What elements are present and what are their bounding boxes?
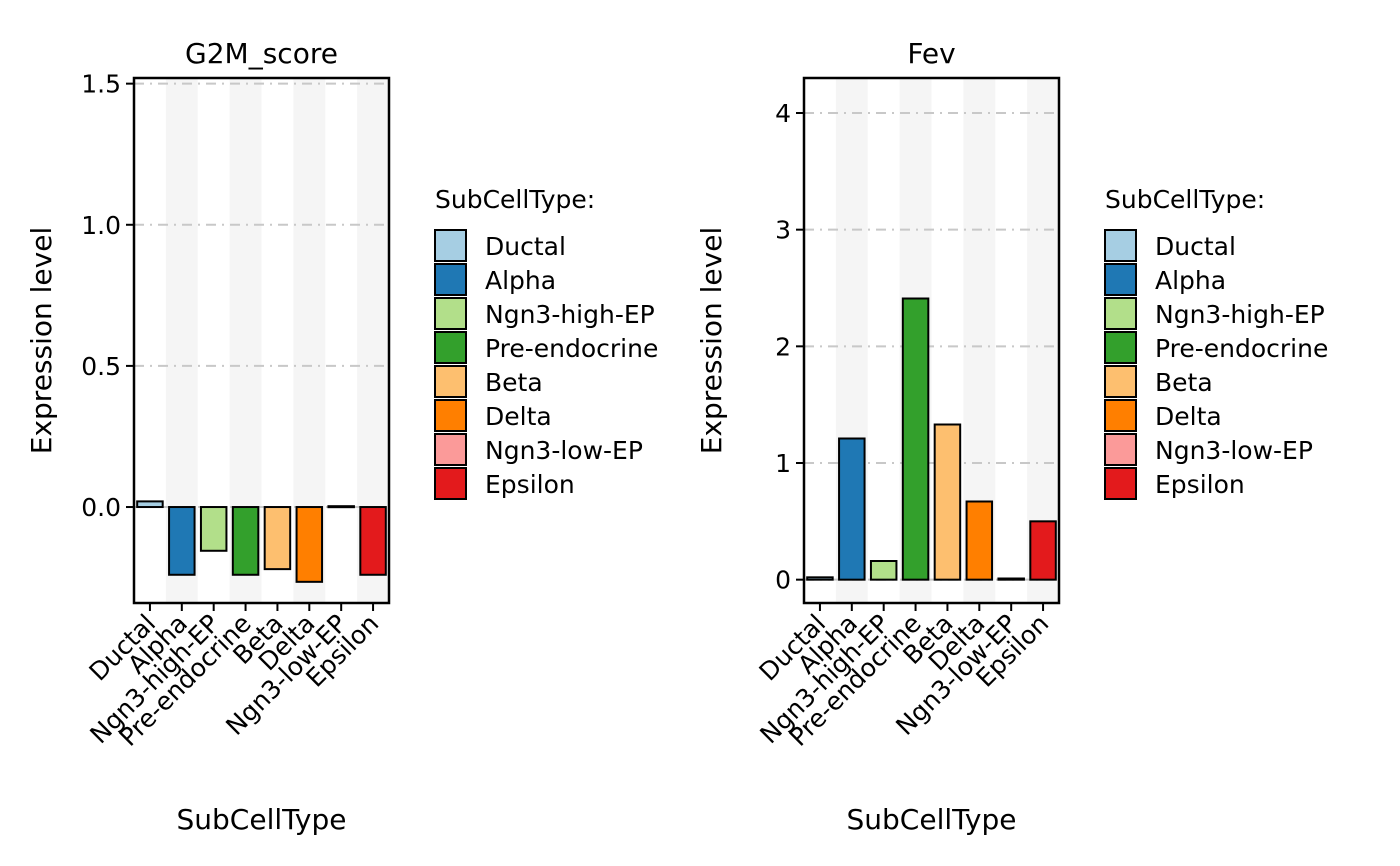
bar-ductal [136,500,164,509]
bar-ngn3-low-ep [997,577,1025,581]
y-tick-label: 2 [775,332,791,361]
legend: SubCellType: Ductal Alpha Ngn3-high-EP Pre-e… [434,185,658,500]
legend-label: Ngn3-high-EP [1155,300,1325,329]
legend-swatch [1104,297,1137,330]
legend-title: SubCellType: [1105,185,1265,214]
legend-swatch [434,331,467,364]
legend-swatch [434,467,467,500]
legend-swatch [434,229,467,262]
bar-alpha [168,506,196,576]
legend-swatch [1104,467,1137,500]
legend-swatch [1104,229,1137,262]
legend-swatch [434,297,467,330]
bar-pre-endocrine [901,297,930,581]
legend-swatch [1104,263,1137,296]
legend-label: Ductal [485,232,566,261]
legend-label: Alpha [1155,266,1226,295]
legend-swatch [434,433,467,466]
legend-swatch [1104,399,1137,432]
chart-panel-2: 0 1 2 3 4 Ductal Alpha Ngn3-high-EP Pre-endocrin… [695,37,1328,836]
legend-label: Pre-endocrine [485,334,658,363]
y-tick-label: 0.5 [81,352,121,381]
legend-label: Beta [1155,368,1213,397]
legend-label: Pre-endocrine [1155,334,1328,363]
y-tick-label: 1.5 [81,70,121,99]
bar-ngn3-high-ep [199,506,228,552]
y-tick-label: 1.0 [81,211,121,240]
y-tick-label: 4 [775,99,791,128]
background-stripe [1027,78,1059,603]
legend-label: Epsilon [485,470,575,499]
legend-swatch [1104,365,1137,398]
legend-label: Delta [1155,402,1222,431]
bar-epsilon [359,506,387,576]
legend-label: Ngn3-low-EP [485,436,643,465]
legend-label: Ductal [1155,232,1236,261]
legend-swatch [434,399,467,432]
y-tick-label: 0.0 [81,493,121,522]
x-axis-title: SubCellType [847,803,1017,836]
bar-beta [263,506,292,571]
legend-label: Delta [485,402,552,431]
bar-alpha [838,437,866,581]
bar-epsilon [1029,520,1057,581]
legend: SubCellType: Ductal Alpha Ngn3-high-EP Pre-e… [1104,185,1328,500]
bar-delta [965,500,994,581]
legend-label: Ngn3-high-EP [485,300,655,329]
legend-label: Ngn3-low-EP [1155,436,1313,465]
x-axis-title: SubCellType [177,803,347,836]
bar-ngn3-high-ep [869,560,898,581]
legend-swatch [1104,433,1137,466]
y-axis-title: Expression level [695,227,728,454]
legend-label: Beta [485,368,543,397]
panel-title: Fev [907,37,955,70]
legend-label: Epsilon [1155,470,1245,499]
y-tick-label: 3 [775,216,791,245]
bar-pre-endocrine [231,506,260,576]
bar-ngn3-low-ep [327,505,355,509]
legend-label: Alpha [485,266,556,295]
panel-border [802,76,1061,605]
legend-swatch [1104,331,1137,364]
panel-title: G2M_score [185,37,338,70]
bar-beta [933,423,962,581]
y-tick-label: 0 [775,566,791,595]
panel-border [132,76,391,605]
legend-swatch [434,365,467,398]
chart-panel-1: 0.0 0.5 1.0 1.5 Ductal Alpha Ngn3-high-EP Pre-e… [25,37,658,836]
legend-swatch [434,263,467,296]
y-tick-label: 1 [775,449,791,478]
y-axis-title: Expression level [25,227,58,454]
bar-delta [295,506,324,583]
bar-ductal [806,576,834,581]
legend-title: SubCellType: [435,185,595,214]
